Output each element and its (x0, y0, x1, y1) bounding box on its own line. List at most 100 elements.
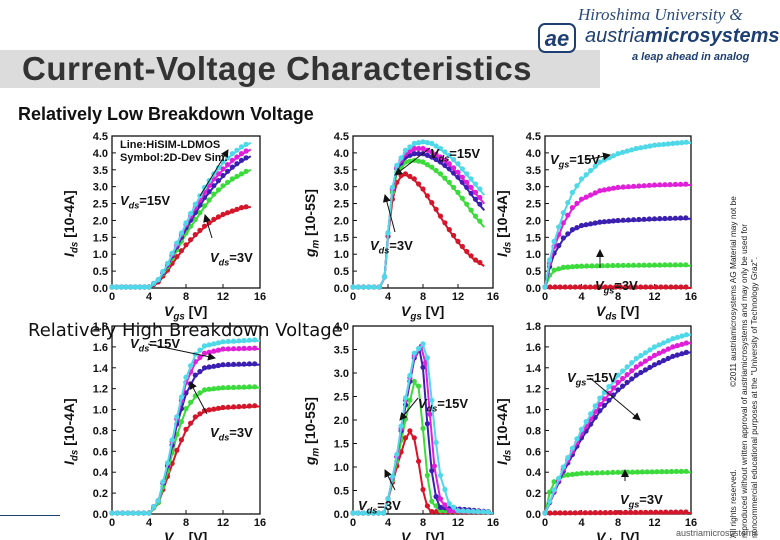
data-point (188, 237, 194, 243)
data-point (225, 168, 231, 174)
data-point (211, 348, 217, 354)
data-point (160, 479, 166, 485)
data-point (651, 182, 658, 188)
data-point (562, 284, 568, 290)
company-name: austriamicrosystems (585, 25, 780, 48)
x-tick-label: 12 (452, 291, 464, 303)
data-point (234, 206, 240, 212)
data-point (620, 149, 626, 155)
data-point (109, 510, 115, 516)
data-point (241, 403, 247, 409)
series-line (112, 168, 252, 289)
data-point (633, 145, 639, 152)
x-tick-label: 12 (452, 517, 464, 529)
data-point (547, 498, 553, 505)
y-tick-label: 0.8 (93, 425, 108, 437)
data-point (192, 216, 198, 222)
data-point (433, 439, 439, 446)
data-point (442, 149, 448, 155)
data-point (648, 284, 654, 290)
data-point (197, 354, 203, 360)
data-point (668, 468, 675, 475)
series-magenta (542, 181, 692, 290)
data-point (556, 475, 562, 482)
data-point (206, 364, 212, 370)
data-point (620, 217, 626, 223)
data-point (560, 220, 566, 226)
y-tick-label: 4.0 (334, 148, 349, 160)
data-point (246, 345, 252, 351)
title-banner (0, 50, 600, 88)
data-point (670, 344, 676, 350)
data-point (641, 262, 647, 268)
data-point (201, 223, 208, 229)
data-point (597, 284, 604, 290)
data-point (659, 469, 665, 475)
data-point (599, 263, 606, 269)
data-point (615, 151, 621, 157)
data-point (592, 220, 598, 226)
data-point (610, 153, 617, 159)
data-point (601, 157, 607, 163)
data-point (624, 379, 630, 385)
data-point (610, 185, 617, 191)
data-point (355, 510, 361, 516)
y-tick-label: 0.6 (93, 446, 108, 458)
annotation-label: Vds=3V (370, 238, 413, 255)
data-point (572, 510, 578, 516)
data-point (451, 232, 457, 239)
data-point (551, 267, 557, 273)
footer-line (0, 515, 60, 516)
data-point (243, 204, 249, 210)
data-point (446, 179, 452, 185)
data-point (623, 509, 629, 515)
data-point (429, 509, 435, 515)
data-point (592, 509, 598, 516)
data-point (612, 509, 619, 516)
annotation-arrow (147, 343, 216, 361)
data-point (638, 145, 644, 151)
data-point (468, 207, 474, 213)
data-point (225, 162, 231, 168)
data-point (674, 352, 680, 358)
data-point (183, 242, 189, 248)
data-point (433, 494, 439, 500)
data-point (574, 436, 580, 442)
x-axis-label: Vds [V] (596, 303, 639, 323)
y-tick-label: 1.0 (93, 405, 108, 417)
data-point (437, 504, 444, 510)
y-tick-label: 1.5 (93, 232, 108, 244)
data-point (169, 437, 175, 443)
y-tick-label: 1.8 (93, 321, 108, 333)
data-point (587, 284, 593, 290)
data-point (127, 284, 134, 290)
y-tick-label: 2.5 (93, 199, 108, 211)
data-point (670, 336, 676, 342)
data-point (229, 151, 235, 157)
y-tick-label: 1.0 (334, 462, 349, 474)
data-point (429, 468, 435, 474)
data-point (188, 363, 194, 369)
data-point (683, 509, 689, 515)
data-point (464, 179, 470, 185)
series-red (109, 403, 261, 516)
data-point (236, 384, 242, 390)
data-point (371, 284, 377, 290)
data-point (375, 510, 382, 516)
data-point (215, 214, 221, 220)
series-line (353, 342, 494, 515)
data-point (656, 342, 662, 348)
data-point (433, 509, 440, 515)
y-tick-label: 0.5 (526, 266, 541, 278)
data-point (201, 203, 208, 209)
data-point (360, 510, 366, 516)
data-point (427, 411, 433, 417)
data-point (636, 183, 642, 189)
data-point (402, 171, 409, 177)
data-point (625, 184, 632, 190)
series-line (544, 471, 692, 515)
data-point (225, 338, 231, 344)
annotation-arrow (384, 469, 396, 491)
data-point (574, 471, 580, 477)
annotation-arrow (203, 214, 213, 239)
